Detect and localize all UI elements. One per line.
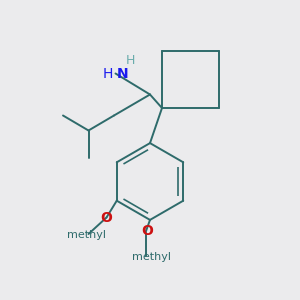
- Text: methyl: methyl: [68, 230, 106, 241]
- Text: methyl: methyl: [132, 252, 171, 262]
- Text: N: N: [117, 67, 129, 80]
- Text: O: O: [141, 224, 153, 238]
- Text: H: H: [103, 67, 113, 80]
- Text: H: H: [126, 53, 135, 67]
- Text: O: O: [100, 211, 112, 224]
